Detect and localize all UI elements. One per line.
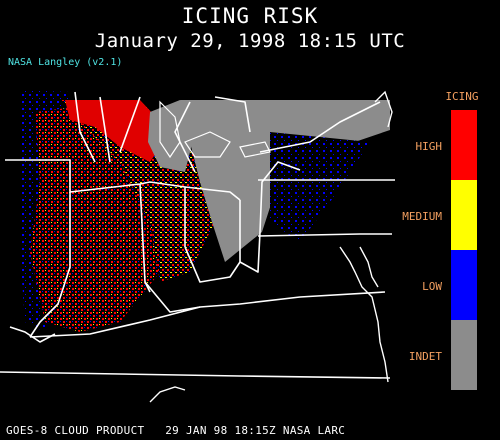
state-boundaries: [0, 91, 395, 379]
legend-label-high: HIGH: [415, 140, 443, 153]
coastline: [149, 90, 393, 403]
low-icing-area-east: [270, 132, 370, 242]
legend-swatch-low: [451, 250, 477, 320]
legend-swatch-medium: [451, 180, 477, 250]
legend-swatch-high: [451, 110, 477, 180]
credit-label: NASA Langley (v2.1): [8, 57, 123, 68]
legend-color-bar: [451, 110, 477, 390]
legend-label-indet: INDET: [408, 350, 442, 363]
map-subtitle: January 29, 1998 18:15 UTC: [94, 30, 406, 52]
legend-label-medium: MEDIUM: [402, 210, 442, 223]
icing-map: [0, 72, 405, 404]
legend-label-low: LOW: [422, 280, 442, 293]
map-title: ICING RISK: [181, 4, 319, 28]
high-icing-area-central: [65, 100, 170, 162]
legend-title: ICING: [445, 90, 479, 103]
footer-caption: GOES-8 CLOUD PRODUCT 29 JAN 98 18:15Z NA…: [6, 424, 346, 437]
map-canvas: [0, 90, 395, 403]
legend-swatch-indet: [451, 320, 477, 390]
lake-outlines: [159, 100, 271, 159]
